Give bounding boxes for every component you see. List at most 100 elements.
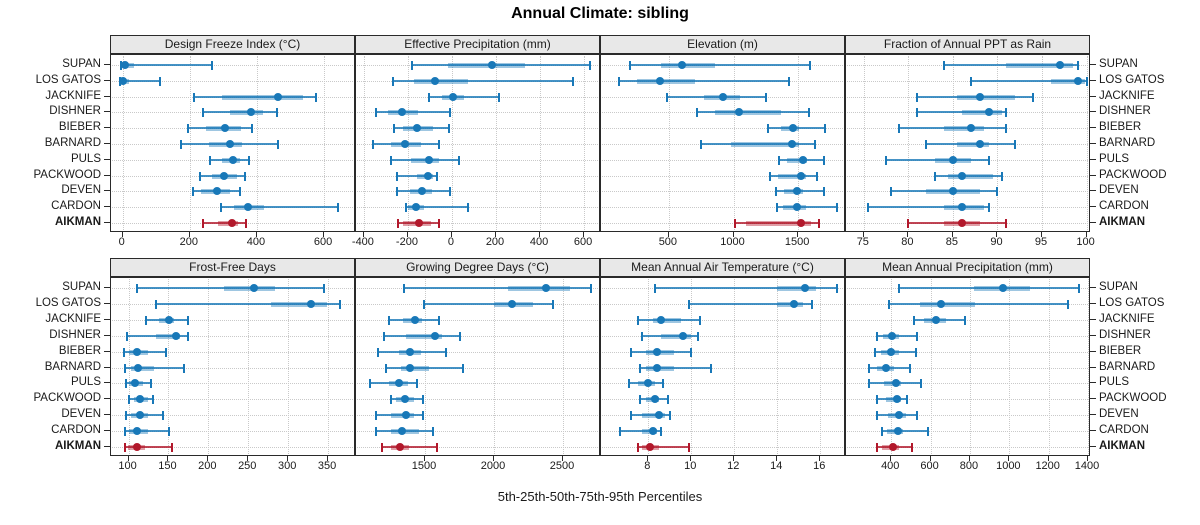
whisker-cap [388,315,391,325]
x-tick-mark [667,232,669,237]
whisker-cap [908,363,911,373]
whisker-cap [125,331,128,341]
station-label-left: SUPAN [62,281,101,293]
whisker-cap [823,155,826,165]
whisker-cap [898,284,901,293]
whisker-cap [888,299,891,309]
whisker-cap [665,92,668,102]
x-tick-label: -400 [351,236,374,248]
station-label-right: BARNARD [1099,137,1156,149]
median-dot [132,347,141,356]
h-gridline [357,191,598,193]
whisker-cap [910,443,913,452]
x-tick-mark [733,456,735,461]
median-dot [931,315,940,324]
whisker-line [155,302,341,305]
x-tick-label: 400 [246,236,266,248]
whisker-cap [421,411,424,421]
y-tick-mark-right [1090,446,1096,447]
station-label-right: BIEBER [1099,121,1142,134]
x-tick-mark [323,232,325,237]
whisker-cap [808,108,811,118]
v-gridline [584,56,586,230]
whisker-line [935,174,1002,177]
whisker-cap [638,395,641,405]
x-tick-label: 12 [727,460,740,472]
x-tick-label: 90 [990,236,1003,248]
whisker-cap [867,379,870,389]
whisker-cap [431,427,434,437]
median-dot [405,347,414,356]
station-label-right: SUPAN [1099,281,1138,293]
h-gridline [357,175,598,177]
whisker-cap [1085,76,1088,86]
whisker-cap [339,299,342,309]
median-dot [398,427,407,436]
median-dot [212,187,221,196]
h-gridline [602,159,843,161]
h-gridline [602,335,843,337]
whisker-cap [627,379,630,389]
h-gridline [602,383,843,385]
v-gridline [363,56,365,230]
whisker-cap [457,155,460,165]
whisker-cap [688,299,691,309]
x-tick-mark [583,232,585,237]
median-dot [656,76,665,85]
x-tick-mark [562,456,564,461]
whisker-line [136,287,325,289]
x-tick-mark [951,232,953,237]
whisker-cap [193,92,196,102]
y-tick-mark-left [104,174,110,176]
whisker-line [777,206,837,209]
whisker-line [120,79,161,82]
whisker-cap [813,140,816,149]
whisker-line [637,446,690,448]
panel [110,54,355,232]
y-tick-mark-right [1090,158,1096,160]
median-dot [652,347,661,356]
median-dot [130,379,139,388]
y-tick-mark-left [104,366,110,368]
whisker-cap [1076,61,1079,70]
h-gridline [602,351,843,353]
whisker-cap [589,284,592,293]
median-dot [133,427,142,436]
x-tick-mark [1085,232,1087,237]
h-gridline [112,415,353,417]
y-tick-mark-left [104,127,110,129]
whisker-cap [662,379,665,389]
h-gridline [357,415,598,417]
whisker-line [734,222,819,224]
x-tick-mark [167,456,169,461]
whisker-line [620,430,662,433]
whisker-cap [161,411,164,421]
median-dot [948,155,957,164]
whisker-line [769,174,817,177]
whisker-cap [925,140,928,149]
whisker-line [376,414,423,417]
whisker-cap [416,379,419,389]
h-gridline [602,367,843,369]
whisker-line [202,111,277,114]
h-gridline [357,128,598,130]
whisker-cap [437,315,440,325]
y-tick-mark-left [104,222,110,223]
whisker-cap [458,331,461,341]
median-dot [957,203,966,212]
whisker-line [123,350,167,353]
x-tick-label: 0 [447,236,455,248]
x-tick-mark [732,232,734,237]
median-dot [677,61,686,69]
x-tick-mark [690,456,692,461]
whisker-cap [275,108,278,118]
v-gridline [1048,279,1050,454]
median-dot [796,171,805,180]
median-dot [424,155,433,164]
station-label-right: JACKNIFE [1099,89,1155,102]
h-gridline [847,335,1088,337]
median-dot [796,219,805,227]
whisker-cap [375,427,377,437]
x-tick-mark [907,232,909,237]
panel-header: Design Freeze Index (°C) [110,35,355,54]
